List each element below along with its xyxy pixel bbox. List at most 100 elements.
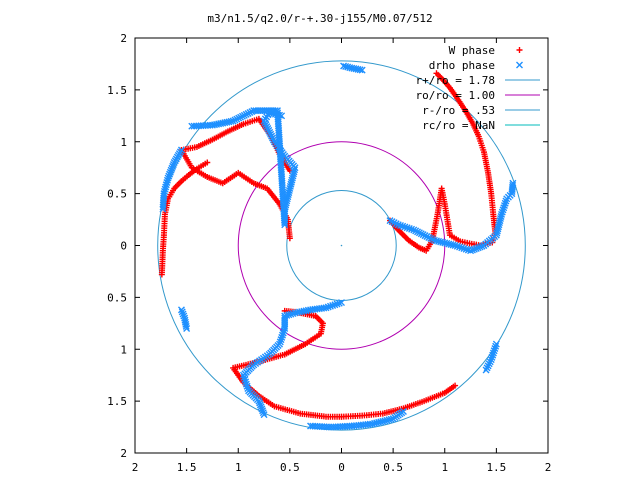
- data-point: [335, 299, 343, 307]
- data-point: [170, 159, 178, 166]
- data-point: [242, 380, 250, 388]
- data-point: [491, 345, 499, 353]
- data-point: [166, 170, 174, 178]
- series-drho-phase: [159, 62, 517, 431]
- data-point: [462, 245, 470, 253]
- data-point: [478, 242, 486, 250]
- data-point: [183, 325, 191, 332]
- legend-label: r-/ro = .53: [422, 104, 495, 117]
- data-point: [256, 399, 264, 407]
- data-point: [394, 221, 402, 229]
- data-point: [241, 376, 249, 384]
- x-tick-label: 0: [338, 461, 345, 474]
- data-point: [259, 407, 267, 415]
- data-point: [289, 310, 297, 318]
- data-point: [256, 401, 264, 409]
- data-point: [239, 371, 247, 379]
- data-point: [165, 172, 173, 180]
- data-point: [492, 340, 500, 348]
- data-point: [399, 222, 407, 230]
- data-point: [166, 168, 174, 176]
- data-point: [204, 159, 211, 166]
- data-point: [408, 225, 416, 233]
- data-point: [169, 162, 177, 170]
- y-tick-label: 1.5: [107, 84, 127, 97]
- data-point: [456, 243, 463, 251]
- data-point: [159, 205, 167, 213]
- data-point: [244, 385, 252, 393]
- data-point: [509, 179, 517, 187]
- data-point: [458, 244, 466, 252]
- data-point: [499, 206, 507, 214]
- data-point: [280, 327, 288, 335]
- data-point: [472, 244, 480, 252]
- y-tick-label: 0: [120, 240, 127, 253]
- data-point: [240, 373, 248, 381]
- legend-label: ro/ro = 1.00: [416, 89, 495, 102]
- data-point: [500, 201, 508, 209]
- circle-2: [157, 60, 526, 431]
- legend-marker: [516, 47, 523, 53]
- data-point: [468, 246, 476, 254]
- data-point: [333, 300, 341, 308]
- data-point: [276, 338, 284, 346]
- x-tick-label: 2: [132, 461, 139, 474]
- data-point: [358, 66, 366, 74]
- y-tick-label: 1: [120, 343, 127, 356]
- y-tick-label: 0.5: [107, 188, 127, 201]
- legend: W phase drho phase r+/ro = 1.78 ro/ro = 1.0…: [416, 44, 540, 132]
- x-tick-label: 0.5: [383, 461, 403, 474]
- data-point: [474, 244, 482, 252]
- data-point: [403, 224, 411, 232]
- legend-label: drho phase: [429, 59, 495, 72]
- data-point: [169, 160, 177, 168]
- data-point: [331, 301, 339, 309]
- data-point: [451, 242, 459, 249]
- data-point: [399, 408, 407, 415]
- chart-title: m3/n1.5/q2.0/r-+.30-j155/M0.07/512: [207, 12, 432, 25]
- data-point: [500, 204, 508, 212]
- data-point: [260, 411, 268, 419]
- data-point: [488, 353, 496, 361]
- data-point: [188, 122, 196, 130]
- data-point: [502, 197, 510, 205]
- data-point: [287, 310, 295, 318]
- data-point: [460, 244, 468, 252]
- data-point: [452, 382, 459, 389]
- x-tick-label: 1: [441, 461, 448, 474]
- data-point: [167, 166, 175, 174]
- data-point: [476, 243, 484, 251]
- data-point: [242, 378, 250, 386]
- data-point: [489, 351, 497, 359]
- data-point: [281, 325, 289, 332]
- data-point: [470, 245, 478, 253]
- data-point: [278, 333, 286, 341]
- data-point: [501, 199, 509, 207]
- data-point: [259, 409, 267, 417]
- data-point: [356, 66, 364, 74]
- data-point: [487, 356, 495, 364]
- data-point: [179, 310, 187, 318]
- data-point: [286, 167, 293, 174]
- data-point: [291, 309, 299, 317]
- data-point: [277, 336, 285, 344]
- data-point: [405, 224, 413, 232]
- y-tick-label: 2: [120, 447, 127, 460]
- data-point: [509, 181, 517, 189]
- legend-label: r+/ro = 1.78: [416, 74, 495, 87]
- data-point: [498, 208, 506, 216]
- data-point: [467, 247, 475, 255]
- axis-ticks: 2 1.5 1 0.5 0 0.5 1 1.5 221.510.500.511.52: [107, 32, 551, 474]
- data-point: [326, 302, 334, 310]
- x-tick-label: 2: [545, 461, 552, 474]
- legend-label: rc/ro = NaN: [422, 119, 495, 132]
- data-point: [243, 382, 251, 390]
- data-point: [168, 164, 176, 172]
- data-point: [492, 342, 500, 350]
- data-point: [401, 223, 409, 231]
- data-point: [257, 403, 265, 411]
- legend-label: W phase: [449, 44, 495, 57]
- data-point: [329, 302, 337, 310]
- data-point: [489, 349, 497, 357]
